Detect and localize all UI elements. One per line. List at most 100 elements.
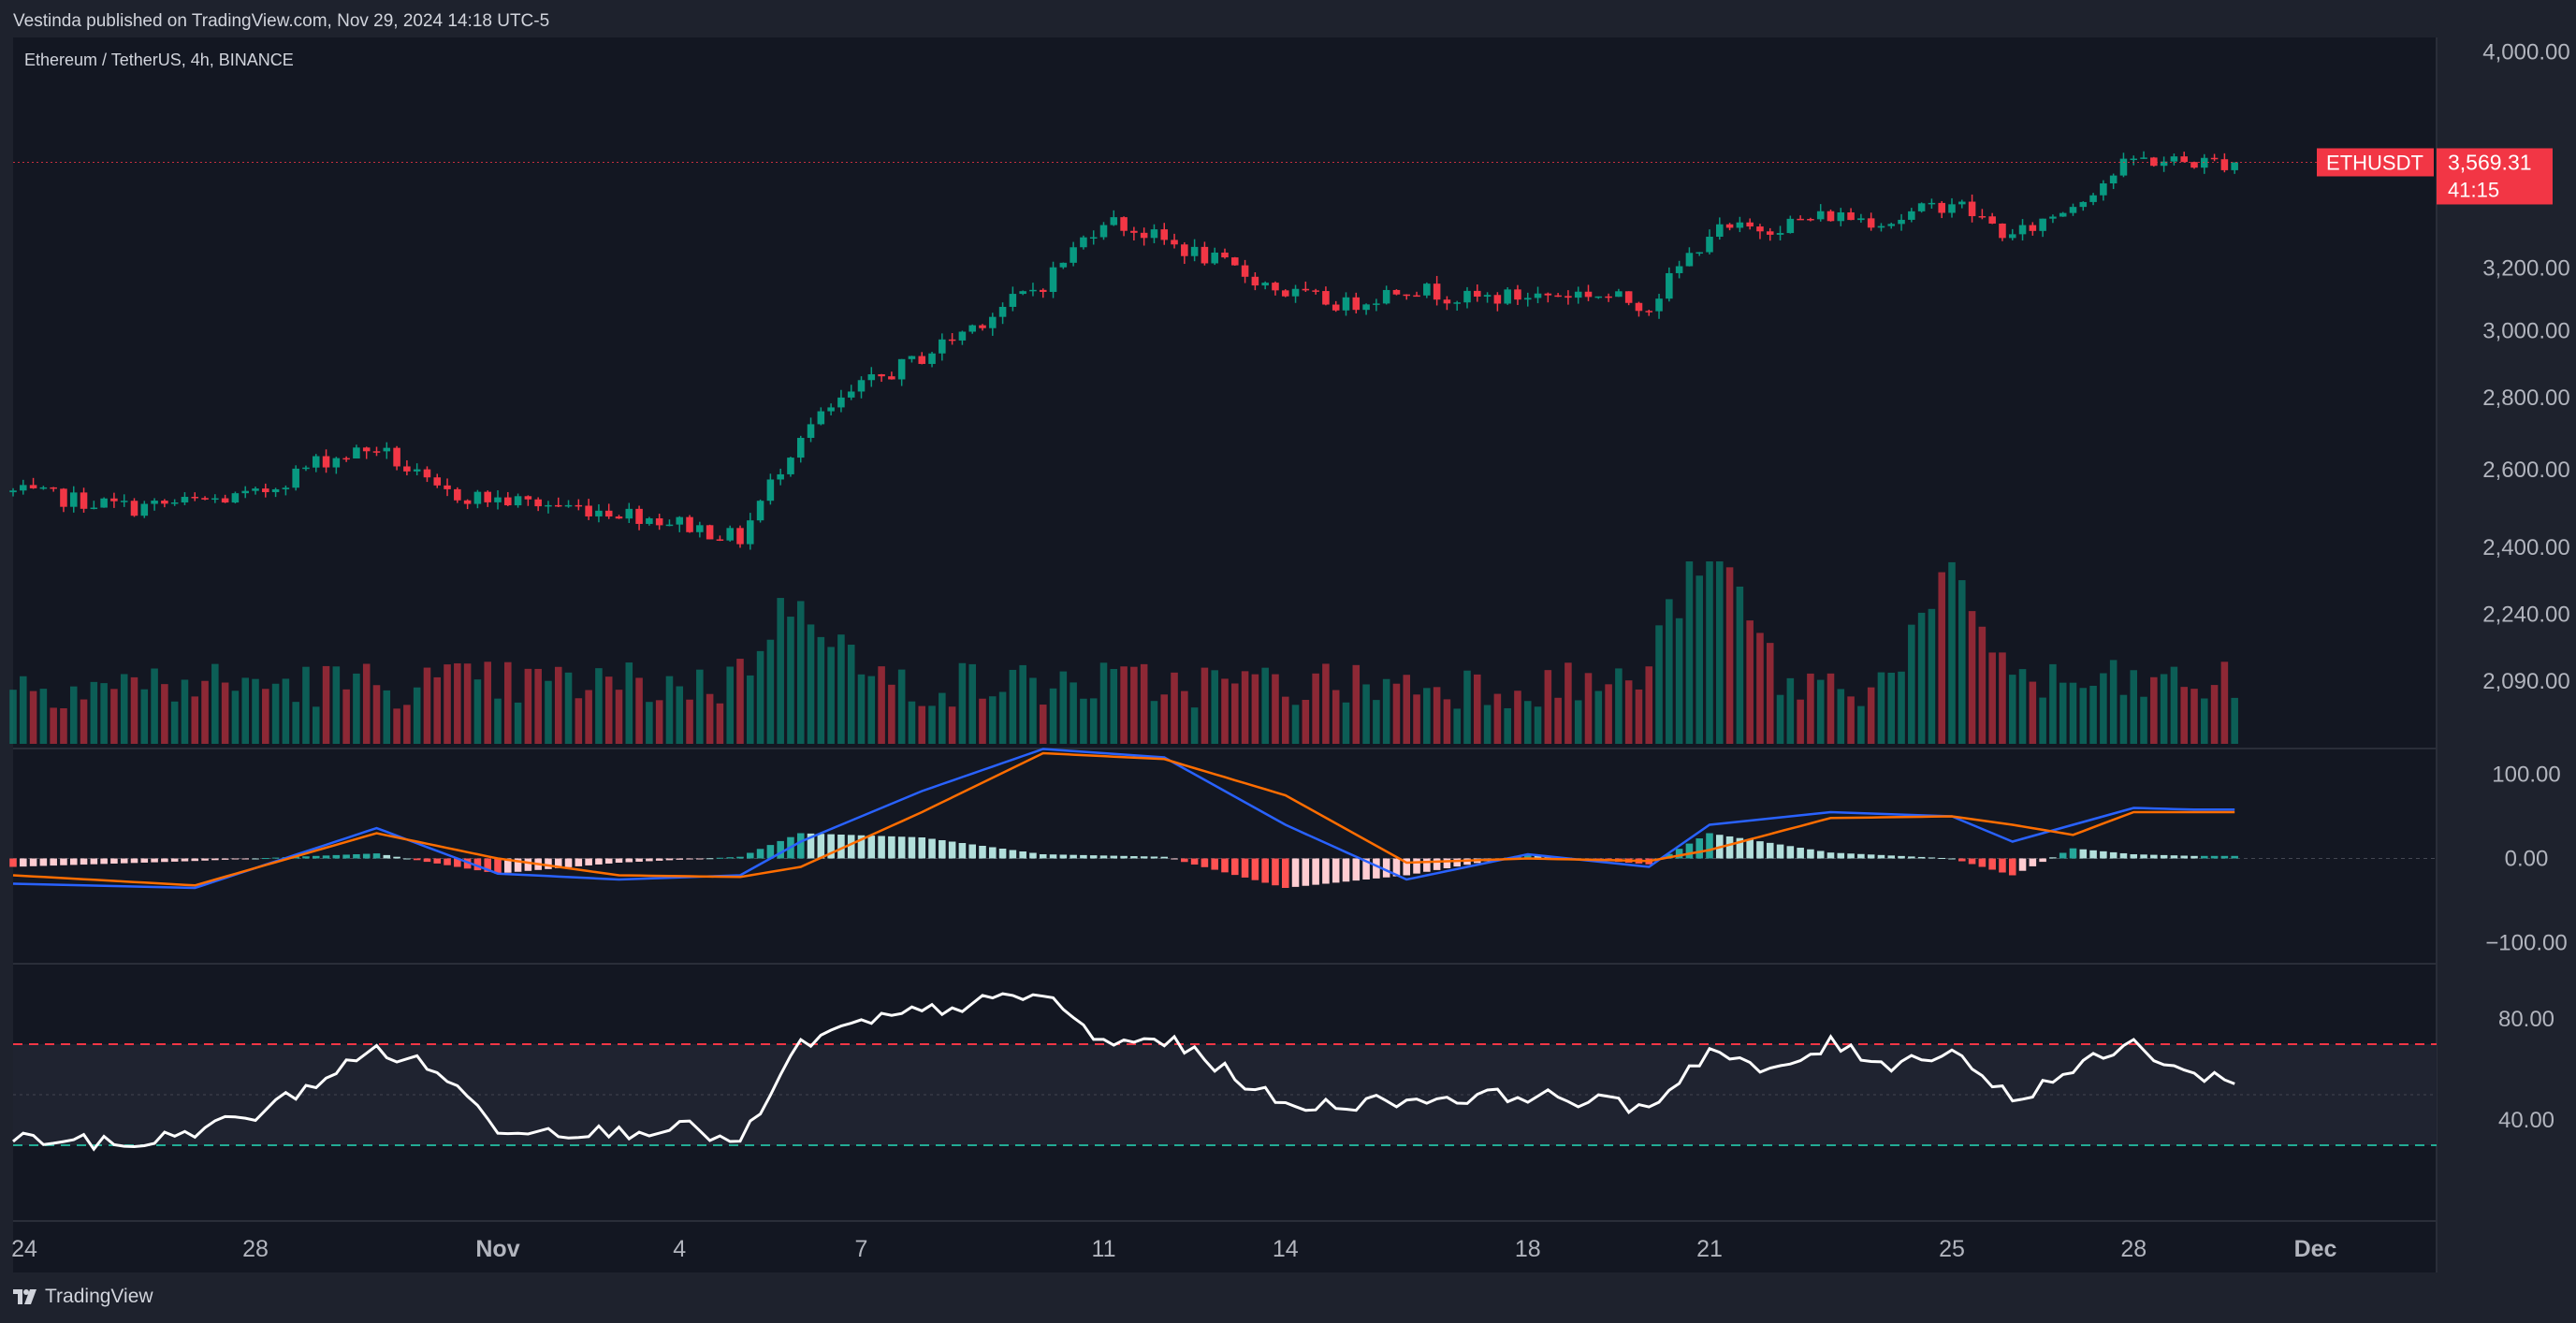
candle-body [2008,234,2016,239]
macd-histogram-bar [2018,858,2027,871]
symbol-legend[interactable]: Ethereum / TetherUS, 4h, BINANCE [24,51,294,69]
candle-body [1261,283,1269,286]
macd-histogram-bar [90,858,98,865]
macd-histogram-bar [2059,852,2067,859]
macd-histogram-bar [29,858,37,866]
volume-bar [1433,687,1441,744]
volume-bar [2089,685,2097,744]
macd-histogram-bar [564,858,573,867]
volume-bar [696,669,704,744]
macd-histogram-bar [1201,858,1209,867]
macd-histogram-bar [897,836,906,859]
candle-body [1584,291,1593,298]
candle-body [2049,216,2057,219]
time-axis-label: 28 [2120,1236,2147,1262]
volume-bar [1483,705,1492,744]
volume-bar [9,690,17,744]
macd-histogram-bar [1786,846,1795,859]
candle-body [403,466,411,472]
volume-bar [1867,687,1875,744]
volume-bar [1666,599,1673,744]
macd-histogram-bar [1685,843,1694,859]
volume-bar [1706,561,1713,744]
candle-body [1211,252,1218,264]
volume-bar [817,636,825,744]
candle-body [2089,195,2097,202]
candle-body [151,501,158,504]
volume-bar [494,698,502,744]
candle-body [181,497,189,502]
volume-bar [342,689,350,744]
candle-body [787,458,794,474]
macd-histogram-bar [1523,854,1532,859]
volume-bar [1423,688,1431,744]
macd-histogram-bar [170,858,179,862]
candle-body [1322,291,1330,305]
volume-bar [1312,673,1319,744]
candle-body [545,504,552,507]
macd-histogram-bar [1322,858,1330,884]
candle-body [50,487,57,489]
candle-body [604,510,613,517]
time-axis-label: 18 [1515,1236,1541,1262]
volume-bar [665,676,674,744]
candle-body [454,488,461,501]
candle-body [1766,231,1774,235]
macd-histogram-bar [454,858,461,867]
time-axis-label: 7 [855,1236,868,1262]
candle-body [1999,223,2006,239]
candle-body [1463,290,1471,303]
volume-bar [807,624,815,744]
macd-histogram-bar [1160,856,1169,859]
volume-bar [39,689,48,744]
macd-histogram-bar [151,858,158,863]
volume-bar [604,676,613,744]
macd-histogram-bar [766,845,775,859]
candle-body [1272,283,1279,291]
volume-bar [1999,652,2006,744]
macd-histogram-bar [1281,858,1289,888]
candle-body [20,485,27,491]
volume-bar [1736,586,1744,744]
macd-histogram-bar [403,858,411,860]
macd-histogram-bar [1120,855,1128,859]
volume-bar [1746,620,1754,744]
volume-bar [2039,697,2046,744]
volume-bar [514,702,522,744]
macd-histogram-bar [979,846,986,859]
candle-body [140,503,149,516]
candle-body [524,496,532,500]
macd-histogram-bar [1140,856,1148,859]
macd-histogram-bar [463,858,472,869]
tradingview-logo[interactable]: TradingView [13,1286,153,1308]
candle-body [1362,304,1370,311]
volume-bar [20,676,27,744]
macd-histogram-bar [1736,837,1744,859]
candle-body [1474,290,1481,298]
candle-body [2210,157,2219,160]
volume-bar [231,691,240,744]
candle-body [1776,233,1784,235]
volume-bar [1171,672,1178,744]
candle-body [1615,291,1623,298]
candle-body [69,492,78,507]
time-axis-label: 4 [673,1236,686,1262]
rsi-pane [12,992,2437,1152]
volume-bar [1938,572,1945,744]
volume-bar [554,666,562,744]
candle-body [1877,225,1885,228]
candle-body [665,524,674,527]
macd-histogram-bar [2170,855,2178,859]
candle-body [827,407,835,412]
macd-histogram-bar [1988,858,1996,870]
candle-body [1483,295,1492,298]
volume-bar [989,696,997,744]
macd-histogram-bar [1342,858,1350,882]
macd-histogram-bar [604,858,613,864]
candle-body [1574,291,1582,298]
candle-body [1251,276,1259,286]
volume-bar [1029,677,1037,744]
volume-bar [1696,575,1703,744]
macd-histogram-bar [2231,855,2238,859]
